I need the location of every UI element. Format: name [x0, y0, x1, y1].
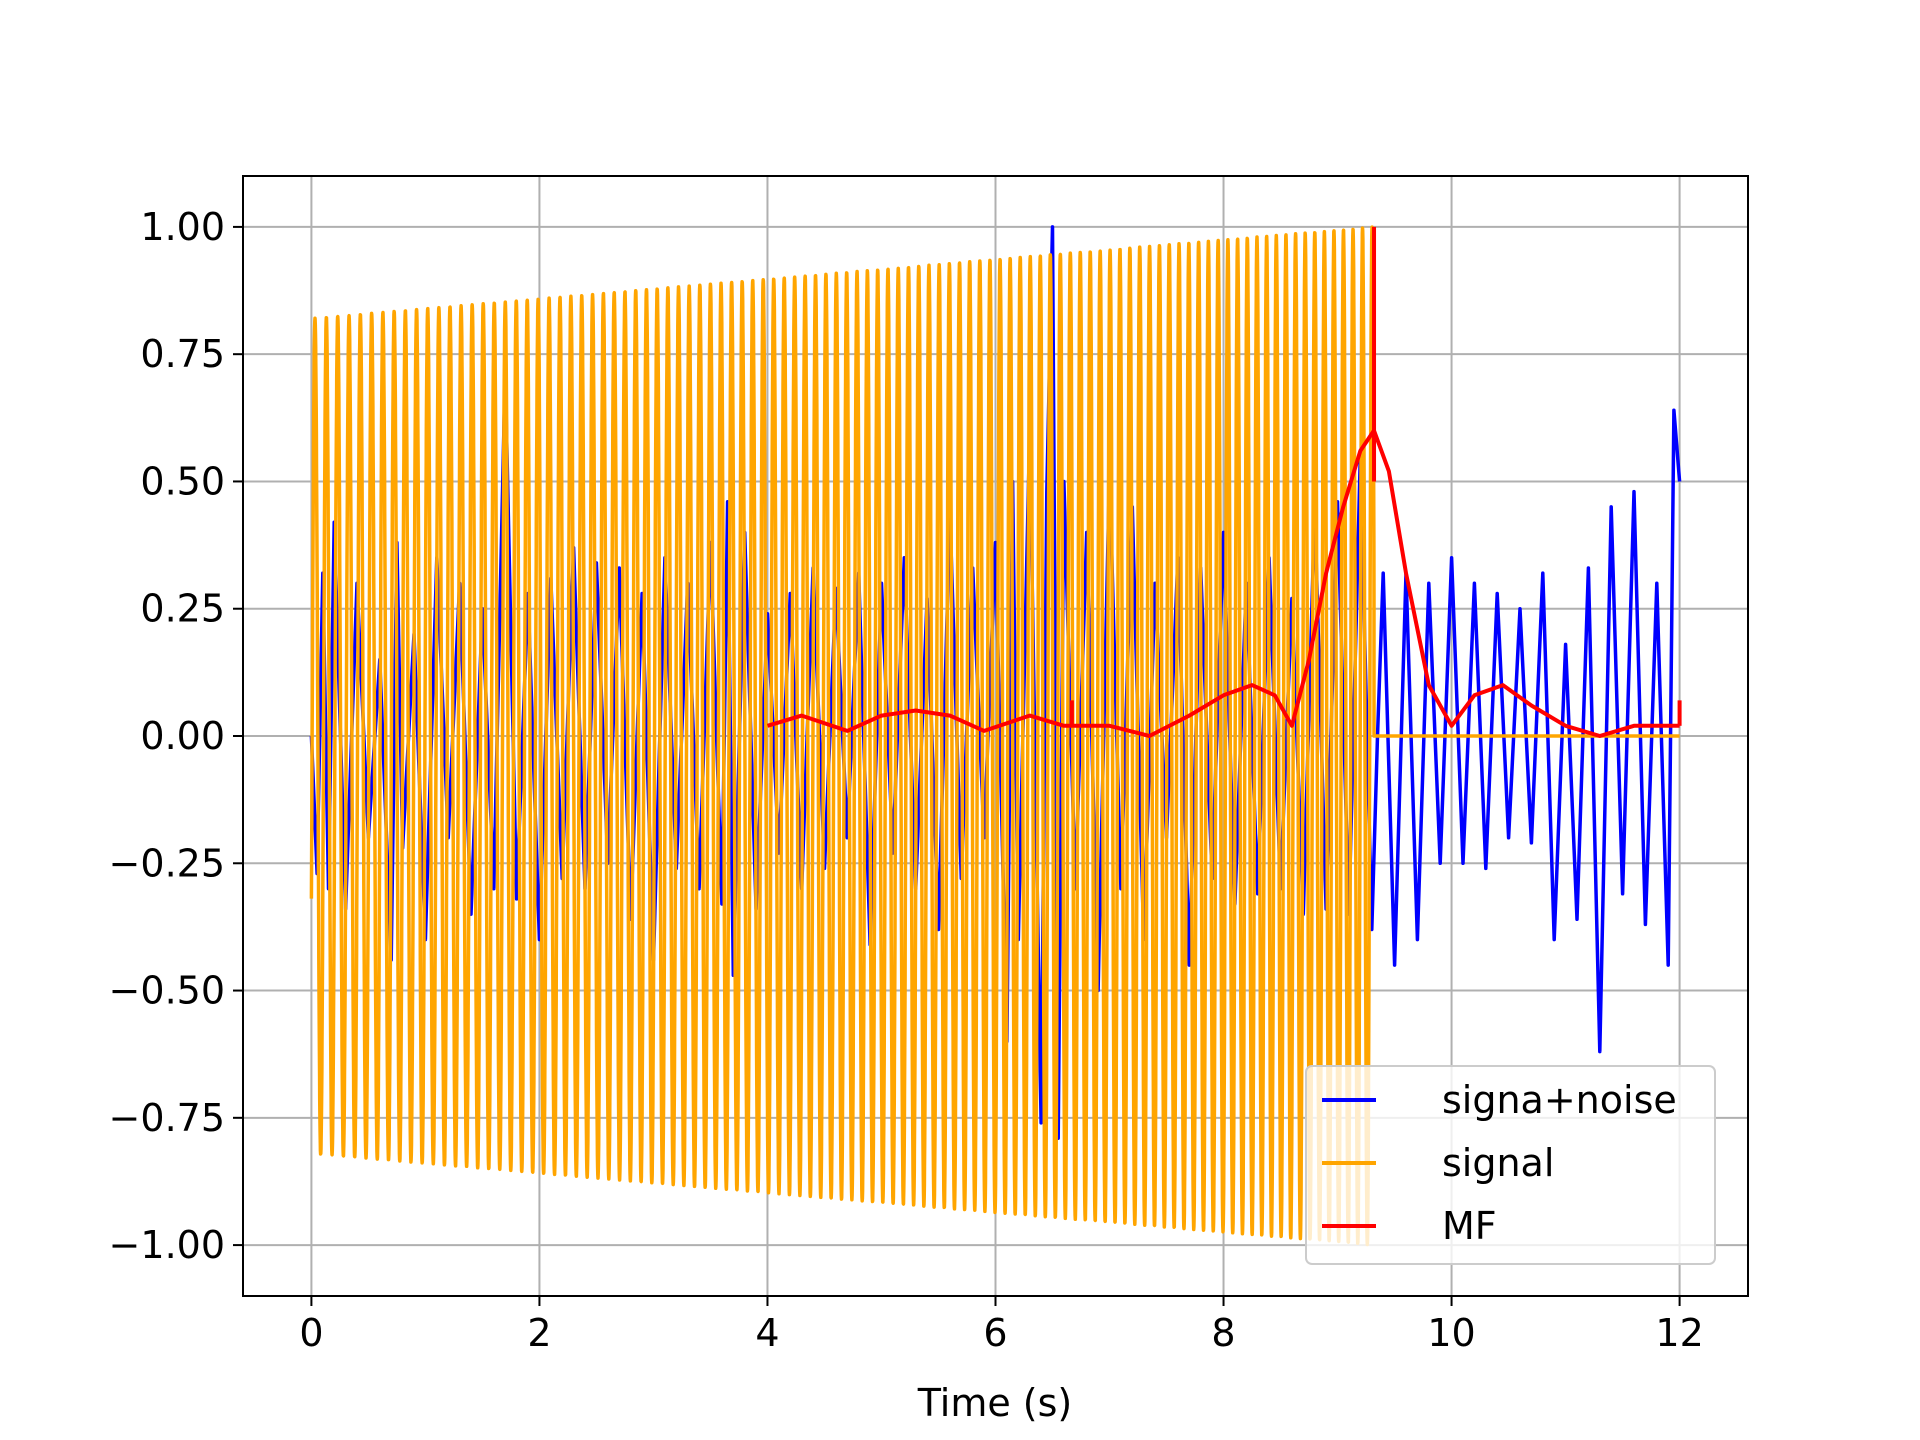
- x-tick-label: 4: [755, 1311, 779, 1355]
- y-tick-label: −0.75: [109, 1096, 225, 1140]
- legend: signa+noise signal MF: [1305, 1065, 1716, 1265]
- legend-label: signal: [1442, 1141, 1554, 1185]
- y-tick-label: 0.00: [140, 714, 225, 758]
- x-tick-label: 0: [299, 1311, 323, 1355]
- legend-box: [1305, 1065, 1716, 1265]
- x-axis-title: Time (s): [917, 1381, 1073, 1425]
- plot-series: [309, 225, 1682, 1247]
- y-tick-label: −1.00: [109, 1223, 225, 1267]
- y-tick-label: −0.25: [109, 841, 225, 885]
- x-tick-label: 6: [983, 1311, 1007, 1355]
- x-tick-label: 8: [1211, 1311, 1235, 1355]
- y-tick-label: 0.50: [140, 459, 225, 503]
- y-tick-label: 0.75: [140, 332, 225, 376]
- x-tick-label: 10: [1427, 1311, 1475, 1355]
- y-tick-label: −0.50: [109, 969, 225, 1013]
- legend-label: signa+noise: [1442, 1078, 1677, 1122]
- series-mf-line: [766, 428, 1680, 738]
- legend-label: MF: [1442, 1204, 1497, 1248]
- x-tick-label: 12: [1655, 1311, 1703, 1355]
- x-tick-label: 2: [527, 1311, 551, 1355]
- axis-ticks: 0 2 4 6 8 10 12 −1.00 −0.75 −0.50 −0.25 0.00 0.25 0.5…: [109, 205, 1704, 1355]
- series-signal-line: [309, 225, 1680, 1247]
- y-tick-label: 0.25: [140, 587, 225, 631]
- y-tick-label: 1.00: [140, 205, 225, 249]
